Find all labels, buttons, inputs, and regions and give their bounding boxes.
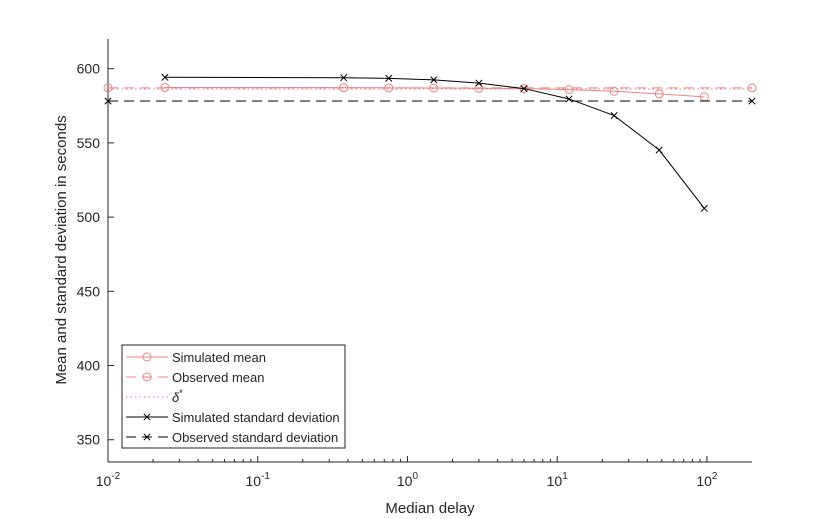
x-tick-label: 101 bbox=[547, 471, 569, 489]
legend-label: Observed mean bbox=[172, 370, 265, 385]
y-tick-label: 350 bbox=[77, 432, 101, 448]
y-tick-label: 500 bbox=[77, 209, 101, 225]
plot-area bbox=[103, 73, 757, 212]
x-marker-stroke bbox=[104, 97, 112, 105]
legend-label: δ* bbox=[172, 388, 183, 405]
legend-item-1: Observed mean bbox=[126, 370, 265, 385]
series-1 bbox=[103, 83, 757, 93]
y-tick-label: 550 bbox=[77, 135, 101, 151]
circle-marker bbox=[142, 352, 152, 362]
legend-item-0: Simulated mean bbox=[126, 350, 266, 365]
tick-labels: 350 400 450 500 550 600 10-2 10-1 100 101 102 bbox=[77, 61, 718, 489]
x-marker-stroke bbox=[655, 146, 663, 154]
x-marker-stroke bbox=[430, 76, 438, 84]
circle-marker bbox=[654, 89, 664, 99]
x-marker-stroke bbox=[610, 112, 618, 120]
circle-marker bbox=[747, 83, 757, 93]
axes bbox=[107, 39, 752, 463]
legend: Simulated mean Observed mean δ* Simulated s… bbox=[121, 344, 346, 449]
legend-label: Observed standard deviation bbox=[172, 430, 338, 445]
x-tick-label: 10-1 bbox=[245, 471, 270, 489]
y-tick-label: 600 bbox=[77, 61, 101, 77]
x-marker-stroke bbox=[520, 85, 528, 93]
legend-label: Simulated mean bbox=[172, 350, 266, 365]
legend-item-4: Observed standard deviation bbox=[126, 430, 338, 445]
circle-marker bbox=[142, 372, 152, 382]
x-marker-stroke bbox=[475, 79, 483, 87]
x-tick-label: 100 bbox=[397, 471, 419, 489]
y-axis-label: Mean and standard deviation in seconds bbox=[53, 115, 70, 384]
circle-marker bbox=[564, 85, 574, 95]
y-tick-label: 450 bbox=[77, 283, 101, 299]
legend-box bbox=[121, 344, 346, 449]
x-tick-label: 10-2 bbox=[96, 471, 121, 489]
series-4 bbox=[104, 97, 756, 105]
x-marker-stroke bbox=[700, 204, 708, 212]
x-marker-stroke bbox=[143, 413, 151, 421]
x-marker-stroke bbox=[161, 73, 169, 81]
y-tick-label: 400 bbox=[77, 358, 101, 374]
x-marker-stroke bbox=[340, 74, 348, 82]
series-0 bbox=[160, 83, 709, 102]
x-tick-label: 102 bbox=[696, 471, 718, 489]
circle-marker bbox=[103, 83, 113, 93]
x-marker-stroke bbox=[748, 97, 756, 105]
legend-item-3: Simulated standard deviation bbox=[126, 410, 340, 425]
x-axis-label: Median delay bbox=[385, 500, 475, 517]
circle-marker bbox=[609, 86, 619, 96]
x-marker-stroke bbox=[565, 95, 573, 103]
series-3 bbox=[161, 73, 708, 212]
series-line bbox=[164, 76, 705, 209]
x-marker-stroke bbox=[143, 433, 151, 441]
legend-label: Simulated standard deviation bbox=[172, 410, 340, 425]
x-marker-stroke bbox=[385, 74, 393, 82]
legend-item-2: δ* bbox=[126, 388, 183, 405]
